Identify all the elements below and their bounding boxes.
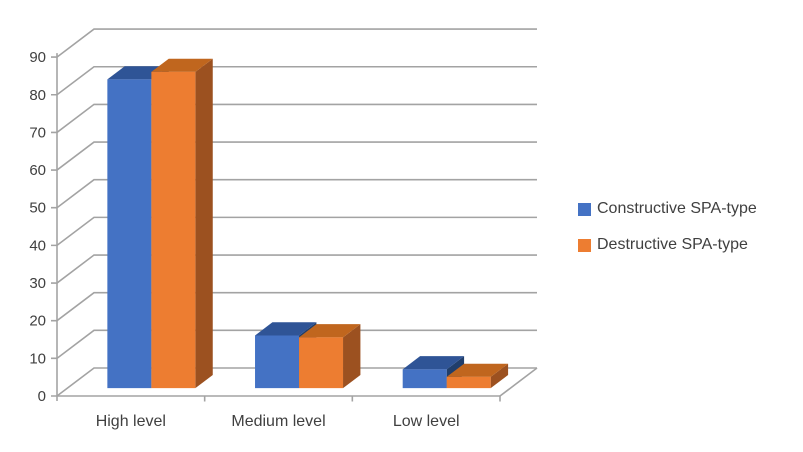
legend-item-destructive: Destructive SPA-type (578, 232, 757, 258)
y-tick-label: 90 (29, 49, 46, 66)
bar-front-face (446, 376, 491, 389)
gridline-70 (51, 103, 537, 134)
bar-side-face (343, 324, 361, 389)
gridline-50 (51, 178, 537, 209)
chart-legend: Constructive SPA-type Destructive SPA-ty… (578, 196, 757, 268)
y-tick-label: 20 (29, 313, 46, 330)
y-tick-label: 30 (29, 275, 46, 292)
bar-front-face (151, 71, 196, 389)
y-tick-label: 60 (29, 162, 46, 179)
bar-top-face (402, 356, 465, 370)
bar-front-face (402, 369, 447, 389)
bar-front-face (107, 79, 152, 389)
gridline-20 (51, 291, 537, 322)
category-label: Low level (393, 413, 460, 430)
gridline-30 (51, 254, 537, 284)
y-tick-label: 70 (29, 124, 46, 141)
bar-top-face (446, 363, 509, 377)
y-tick-label: 80 (29, 87, 46, 104)
legend-item-constructive: Constructive SPA-type (578, 196, 757, 222)
bar-front-face (255, 335, 300, 389)
gridline-60 (51, 141, 537, 171)
legend-swatch-destructive (578, 238, 591, 252)
bar-top-face (255, 322, 317, 336)
gridline-90 (51, 28, 537, 58)
bar-side-face (195, 58, 213, 389)
category-label: High level (96, 413, 166, 430)
y-tick-label: 10 (29, 350, 46, 367)
legend-swatch-constructive (578, 202, 591, 216)
legend-label-destructive: Destructive SPA-type (597, 236, 748, 253)
gridline-40 (51, 216, 537, 247)
bar-top-face (151, 58, 213, 72)
legend-label-constructive: Constructive SPA-type (597, 200, 757, 217)
gridline-80 (51, 65, 537, 96)
bar-front-face (299, 337, 344, 389)
bar-top-face (299, 324, 361, 338)
floor-right-edge (499, 367, 538, 397)
category-label: Medium level (231, 413, 325, 430)
bar-side-face (490, 363, 509, 389)
y-tick-label: 50 (29, 200, 46, 217)
y-tick-label: 40 (29, 237, 46, 254)
y-tick-label: 0 (38, 388, 46, 405)
